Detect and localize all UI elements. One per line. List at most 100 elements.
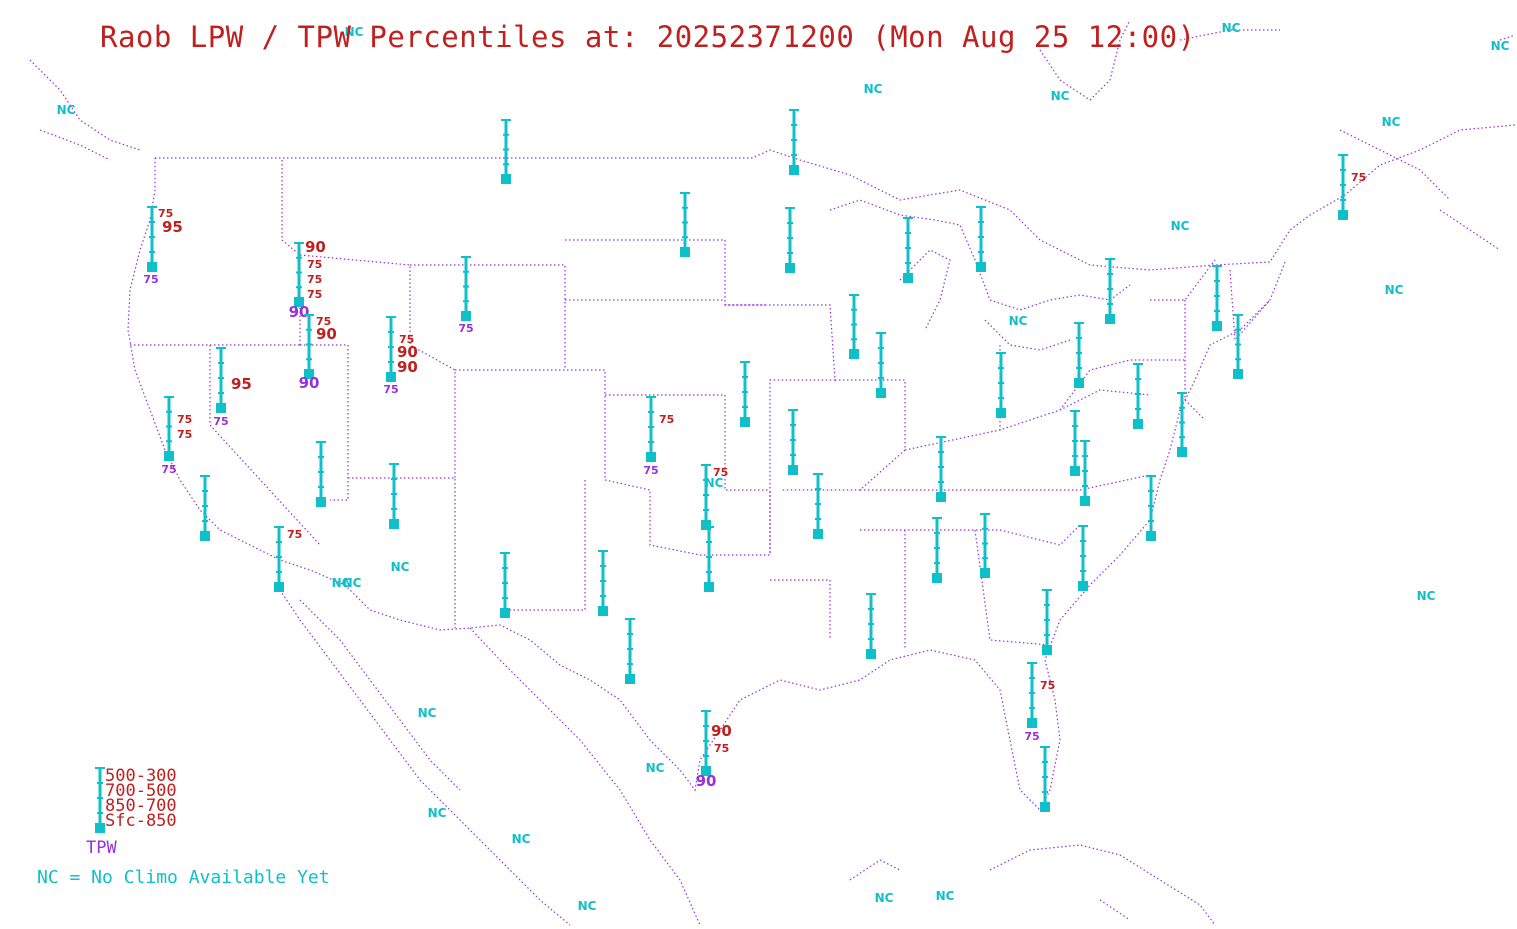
station-plain: [866, 593, 876, 659]
station-marker: [996, 408, 1006, 418]
border-line: [279, 589, 571, 926]
station-marker: [216, 403, 226, 413]
station-marker: [701, 520, 711, 530]
station-s6: [164, 396, 174, 461]
station-s7: [461, 256, 471, 321]
station-marker: [501, 174, 511, 184]
border-line: [1339, 129, 1451, 201]
station-marker: [785, 263, 795, 273]
nc-label: NC: [1382, 115, 1401, 129]
lpw-percentile-label: 75: [316, 315, 331, 328]
station-marker: [1133, 419, 1143, 429]
station-plain: [932, 517, 942, 583]
station-marker: [316, 497, 326, 507]
border-line: [770, 579, 831, 640]
station-marker: [1074, 378, 1084, 388]
station-marker: [866, 649, 876, 659]
station-plain: [976, 206, 986, 272]
border-line: [1099, 899, 1131, 921]
station-marker: [598, 606, 608, 616]
border-line: [39, 129, 111, 161]
station-marker: [936, 492, 946, 502]
border-line: [29, 59, 141, 151]
station-s4: [386, 316, 396, 382]
station-marker: [200, 531, 210, 541]
lpw-percentile-label: 75: [177, 413, 192, 426]
lpw-percentile-label: 90: [316, 325, 337, 343]
lpw-percentile-label: 75: [1351, 171, 1366, 184]
border-line: [849, 859, 901, 881]
border-line: [899, 249, 951, 331]
station-marker: [1042, 645, 1052, 655]
station-plain: [1233, 314, 1243, 379]
nc-label: NC: [428, 806, 447, 820]
legend-station-icon: [95, 767, 105, 833]
nc-label: NC: [1171, 219, 1190, 233]
border-line: [155, 124, 1516, 271]
map-title: Raob LPW / TPW Percentiles at: 202523712…: [100, 20, 1196, 54]
border-line: [605, 394, 770, 491]
border-line: [410, 264, 566, 370]
station-marker: [813, 529, 823, 539]
tpw-percentile-label: 75: [1024, 730, 1039, 743]
station-plain: [500, 552, 510, 618]
station-marker: [1177, 447, 1187, 457]
station-marker: [294, 297, 304, 307]
nc-label: NC: [705, 476, 724, 490]
nc-label: NC: [57, 103, 76, 117]
nc-label: NC: [1222, 21, 1241, 35]
station-marker: [701, 766, 711, 776]
lpw-percentile-label: 75: [713, 466, 728, 479]
station-plain: [980, 513, 990, 578]
lpw-percentile-label: 95: [231, 375, 252, 393]
station-marker: [788, 465, 798, 475]
nc-label: NC: [391, 560, 410, 574]
nc-label: NC: [1417, 589, 1436, 603]
station-plain: [1078, 525, 1088, 591]
nc-label: NC: [332, 576, 351, 590]
station-marker: [789, 165, 799, 175]
border-line: [989, 844, 1216, 926]
station-marker: [704, 582, 714, 592]
border-line: [1150, 259, 1216, 301]
legend-layer-sfc-850: Sfc-850: [105, 811, 177, 831]
station-marker: [1078, 581, 1088, 591]
station-marker: [95, 823, 105, 833]
border-line: [860, 474, 1151, 491]
station-marker: [976, 262, 986, 272]
station-s13: [1027, 662, 1037, 728]
station-marker: [274, 582, 284, 592]
nc-label: NC: [418, 706, 437, 720]
station-plain: [625, 618, 635, 684]
lpw-percentile-label: 75: [158, 207, 173, 220]
nc-label: NC: [1009, 314, 1028, 328]
station-marker: [1212, 321, 1222, 331]
tpw-percentile-label: 90: [289, 303, 310, 321]
station-s3: [304, 314, 314, 379]
station-plain: [200, 475, 210, 541]
station-marker: [500, 608, 510, 618]
lpw-percentile-label: 75: [1040, 679, 1055, 692]
tpw-percentile-label: 75: [213, 415, 228, 428]
station-plain: [876, 332, 886, 398]
station-s1: [147, 206, 157, 272]
station-marker: [625, 674, 635, 684]
border-line: [565, 239, 765, 306]
station-marker: [932, 573, 942, 583]
station-s9: [646, 396, 656, 462]
station-marker: [164, 451, 174, 461]
station-plain: [1146, 475, 1156, 541]
nc-label: NC: [864, 82, 883, 96]
station-plain: [849, 294, 859, 359]
station-s8: [274, 526, 284, 592]
border-line: [209, 345, 321, 546]
nc-label: NC: [875, 891, 894, 905]
station-marker: [646, 452, 656, 462]
station-marker: [1338, 210, 1348, 220]
station-plain: [1074, 322, 1084, 388]
lpw-percentile-label: 75: [659, 413, 674, 426]
station-plain: [996, 352, 1006, 418]
border-line: [1179, 29, 1280, 41]
